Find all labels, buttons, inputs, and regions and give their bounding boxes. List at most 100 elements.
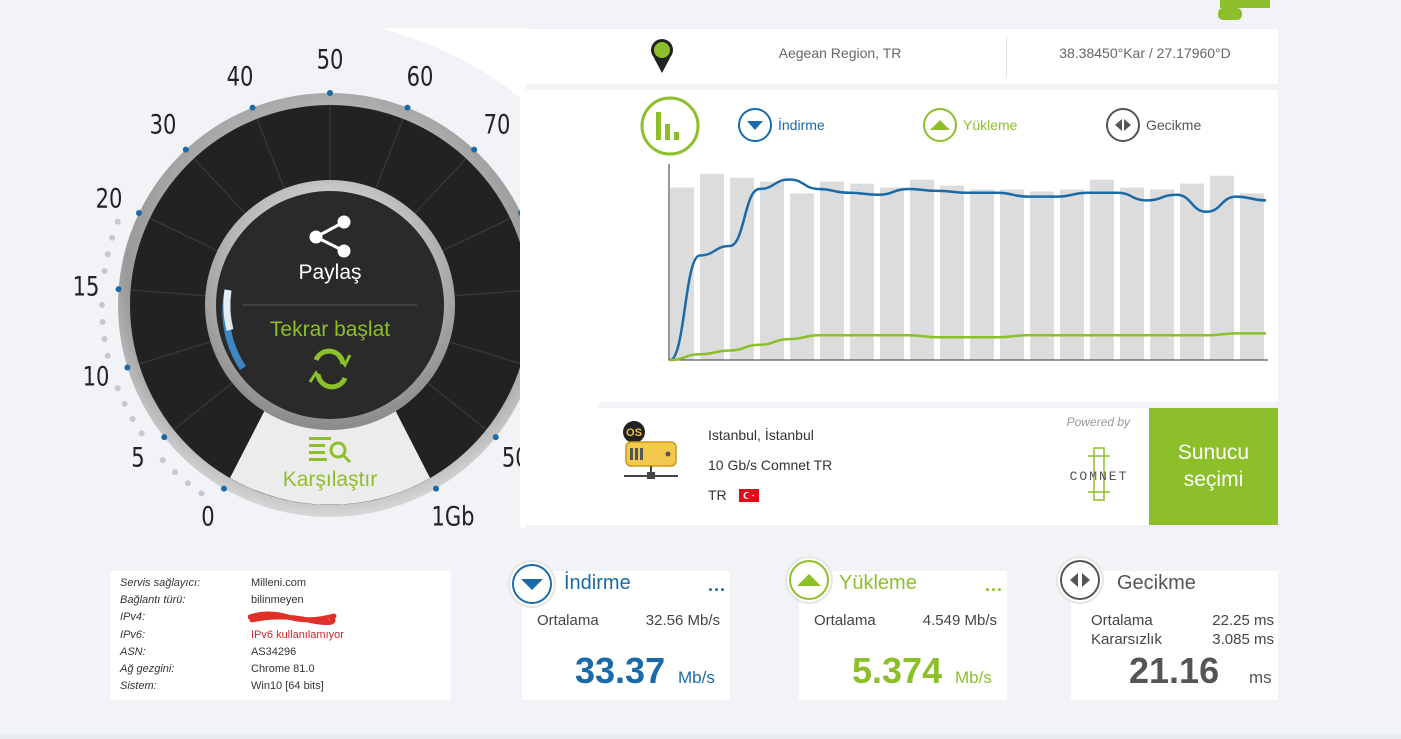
server-panel: OS Istanbul, İstanbul 10 Gb/s Comnet TR … [520, 408, 1150, 525]
latency-jitter-label: Kararsızlık [1091, 631, 1162, 648]
download-result-card: İndirme ... Ortalama 32.56 Mb/s 33.37 Mb… [522, 571, 730, 700]
connection-info: Servis sağlayıcı: Milleni.com Bağlantı tür… [110, 571, 451, 700]
legend-download-label: İndirme [778, 117, 825, 133]
legend-latency-label: Gecikme [1146, 117, 1202, 133]
gauge-minor-dot [114, 218, 121, 225]
gauge-tick-marker [327, 90, 333, 96]
select-server-label-2: seçimi [1183, 467, 1244, 491]
latency-jitter-value: 3.085 ms [1212, 631, 1274, 648]
info-value: AS34296 [251, 645, 297, 658]
restart-button[interactable]: Tekrar başlat [269, 318, 391, 341]
footer-strip [0, 734, 1401, 739]
gauge-tick-label: 1Gb [430, 501, 475, 533]
chart-bar [880, 187, 904, 360]
download-title: İndirme [564, 572, 631, 594]
info-value: IPv6 kullanılamıyor [251, 628, 344, 641]
redacted-mark [248, 611, 337, 626]
latency-icon [1106, 108, 1140, 142]
gauge-minor-dot [184, 480, 191, 487]
gauge-tick-marker [433, 485, 439, 492]
info-label: Ağ gezgini: [120, 663, 175, 675]
chart-axis [668, 164, 1268, 361]
upload-speed-value: 5.374 [852, 650, 943, 691]
gauge-tick-marker [404, 104, 411, 111]
upload-more-button[interactable]: ... [985, 575, 1004, 595]
gauge-tick-marker [471, 146, 478, 153]
chart-bar [760, 181, 784, 360]
share-button[interactable]: Paylaş [298, 261, 362, 284]
compare-button[interactable]: Karşılaştır [282, 468, 378, 491]
upload-unit: Mb/s [955, 668, 992, 687]
divider [1006, 37, 1007, 77]
gauge-tick-marker [115, 286, 122, 293]
legend-upload[interactable]: Yükleme [923, 108, 1017, 142]
comnet-logo: COMNET [1070, 447, 1126, 501]
speed-gauge [99, 90, 545, 517]
gauge-minor-dot [198, 490, 205, 497]
info-label: Bağlantı türü: [120, 594, 186, 607]
speed-chart [668, 164, 1268, 362]
legend-latency[interactable]: Gecikme [1106, 108, 1201, 142]
gauge-tick-label: 5 [131, 442, 146, 474]
gauge-tick-marker [249, 104, 256, 111]
gauge-tick-label: 50 [316, 44, 344, 76]
chart-bar [1090, 179, 1114, 360]
gauge-tick-marker [492, 434, 499, 441]
location-bar: Aegean Region, TR 38.38450°Kar / 27.1796… [520, 29, 1278, 84]
download-unit: Mb/s [678, 668, 715, 687]
chart-bar [1150, 189, 1174, 360]
chart-bar [910, 179, 934, 360]
chart-bar [790, 193, 814, 360]
gauge-minor-dot [109, 234, 116, 241]
legend-upload-label: Yükleme [963, 117, 1018, 133]
turkey-flag-icon [739, 489, 759, 502]
info-value: Chrome 81.0 [251, 663, 315, 675]
gauge-tick-marker [161, 434, 168, 441]
gauge-tick-marker [135, 210, 142, 217]
info-value: bilinmeyen [251, 594, 304, 607]
chart-bar [730, 177, 754, 360]
powered-by-label: Powered by [1066, 415, 1130, 429]
speed-chart-panel: İndirme Yükleme Gecikme [520, 90, 1278, 402]
gauge-minor-dot [99, 302, 105, 308]
gauge-minor-dot [99, 319, 106, 326]
compare-search-icon [309, 437, 352, 464]
server-city: Istanbul, İstanbul [708, 427, 814, 443]
select-server-label-1: Sunucu [1177, 441, 1250, 465]
chart-bar [1180, 183, 1204, 360]
chart-bar [1000, 189, 1024, 360]
gauge-tick-label: 60 [406, 61, 433, 93]
gauge-tick-label: 30 [149, 109, 177, 141]
gauge-tick-label: 0 [200, 501, 215, 533]
svg-text:OS: OS [626, 427, 642, 439]
server-icon: OS [623, 421, 678, 479]
download-avg-label: Ortalama [537, 612, 599, 629]
gauge-minor-dot [159, 457, 166, 464]
gauge-minor-dot [114, 385, 121, 392]
info-label: IPv6: [120, 628, 146, 641]
legend-download[interactable]: İndirme [738, 108, 825, 142]
gauge-minor-dot [104, 251, 111, 258]
gauge-tick-label: 40 [227, 61, 254, 93]
map-pin-icon [651, 39, 673, 73]
download-speed-value: 33.37 [575, 650, 666, 691]
info-label: Sistem: [120, 680, 157, 693]
download-icon [508, 560, 556, 608]
gauge-minor-dot [101, 268, 108, 275]
server-provider: 10 Gb/s Comnet TR [708, 457, 833, 473]
location-coords: 38.38450°Kar / 27.17960°D [1059, 45, 1231, 61]
select-server-button[interactable]: Sunucu seçimi [1149, 408, 1278, 525]
upload-icon [785, 556, 833, 604]
download-more-button[interactable]: ... [708, 575, 727, 595]
chart-bar [940, 185, 964, 360]
gauge-minor-dot [138, 430, 145, 437]
upload-result-card: Yükleme ... Ortalama 4.549 Mb/s 5.374 Mb… [799, 571, 1007, 700]
gauge-minor-dot [104, 352, 111, 359]
refresh-icon [308, 348, 352, 390]
gauge-tick-label: 15 [72, 271, 100, 303]
gauge-tick-label: 10 [82, 361, 110, 393]
gauge-minor-dot [129, 416, 136, 422]
share-icon [309, 215, 351, 258]
chart-bars-icon [640, 96, 700, 156]
chart-bar [1120, 187, 1144, 360]
